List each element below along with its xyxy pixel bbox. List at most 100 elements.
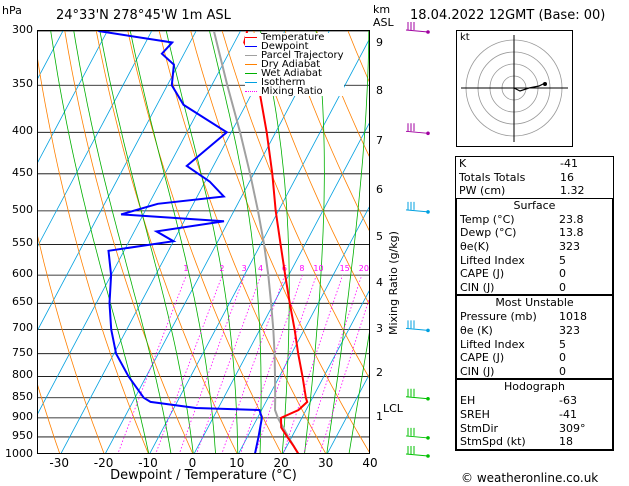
pressure-tick-label: 750 (12, 345, 33, 359)
wind-barbs (405, 22, 430, 458)
table-row: Pressure (mb) 1018 (457, 310, 612, 324)
mixing-ratio-line (255, 274, 317, 453)
temperature-tick-label: -20 (93, 456, 114, 470)
height-unit-asl: ASL (373, 16, 394, 29)
isotherm-line (149, 39, 369, 453)
mixing-ratio-line (117, 274, 187, 453)
dry-adiabat-line (38, 59, 149, 453)
wind-barb (405, 320, 430, 333)
pressure-tick-label: 900 (12, 409, 33, 423)
temperature-tick-label: 10 (229, 456, 245, 470)
temperature-tick-label: 40 (362, 456, 378, 470)
pressure-unit-label: hPa (2, 4, 22, 17)
table-row: K -41 (456, 157, 613, 171)
row-value: 0 (559, 267, 566, 281)
mixing-ratio-line (179, 274, 245, 453)
row-label: Dewp (°C) (460, 226, 517, 240)
table-row: StmSpd (kt) 18 (457, 435, 612, 449)
legend-swatch (245, 64, 257, 65)
hodograph-panel: kt (456, 30, 573, 147)
row-value: 1.32 (560, 184, 585, 198)
hodograph-section: Hodograph EH -63 SREH -41 StmDir 309° StmSpd (… (456, 379, 613, 450)
row-label: Temp (°C) (460, 212, 515, 226)
height-tick-label: 4 (376, 276, 383, 290)
dry-adiabat-line (95, 31, 238, 453)
table-row: Dewp (°C) 13.8 (457, 226, 612, 240)
table-row: CIN (J) 0 (457, 281, 612, 295)
row-label: θe (K) (460, 323, 493, 337)
temperature-tick-label: 30 (317, 456, 334, 470)
temperature-tick-label: 0 (188, 456, 197, 470)
row-value: 18 (559, 435, 573, 449)
indices-table: K -41 Totals Totals 16 PW (cm) 1.32 Surface T… (455, 156, 614, 451)
isotherm-line (38, 31, 197, 331)
row-label: K (459, 157, 467, 170)
temperature-tick-label: 20 (273, 456, 289, 470)
dry-adiabat-line (221, 31, 369, 379)
legend-item: Dewpoint (245, 42, 344, 52)
row-label: StmDir (460, 421, 499, 435)
pressure-tick-label: 950 (12, 428, 33, 442)
wet-adiabat-line (50, 31, 150, 453)
mixing-ratio-line (196, 274, 262, 453)
row-value: 23.8 (559, 212, 584, 226)
row-label: CIN (J) (460, 364, 495, 378)
isotherm-line (327, 374, 369, 453)
table-row: CIN (J) 0 (457, 365, 612, 379)
mixing-ratio-line (319, 298, 369, 453)
mixing-ratio-label: 15 (340, 264, 350, 273)
wind-barb (405, 446, 430, 458)
row-label: Pressure (mb) (460, 310, 537, 324)
dewpoint-line (98, 31, 263, 453)
wind-barb (405, 201, 430, 214)
dry-adiabat-line (284, 31, 369, 231)
row-value: 0 (559, 351, 566, 365)
mixing-ratio-line (240, 274, 303, 453)
datetime-title: 18.04.2022 12GMT (Base: 00) (410, 8, 606, 23)
most-unstable-section: Most Unstable Pressure (mb) 1018 θe (K) 323… (456, 295, 613, 380)
mixing-ratio-label: 3 (242, 264, 247, 273)
wind-barb (405, 22, 430, 34)
isotherm-line (38, 31, 153, 247)
skewt-plot: 12346810152025 TemperatureDewpointParcel… (37, 30, 370, 454)
row-value: -41 (560, 157, 578, 170)
pressure-tick-label: 600 (12, 267, 33, 281)
table-row: Totals Totals 16 (456, 171, 613, 185)
row-label: SREH (460, 407, 490, 421)
wet-adiabat-line (348, 332, 369, 453)
row-value: 16 (560, 170, 574, 184)
row-value: 13.8 (559, 226, 584, 240)
row-label: CIN (J) (460, 280, 495, 294)
height-tick-label: 7 (376, 133, 383, 147)
row-value: -63 (559, 394, 577, 408)
hodograph-title: Hodograph (504, 380, 565, 394)
table-row: EH -63 (457, 394, 612, 408)
legend-swatch (245, 37, 257, 38)
table-row: Lifted Index 5 (457, 338, 612, 352)
mixing-ratio-line (303, 274, 363, 453)
isotherm-line (38, 31, 64, 79)
height-tick-label: 2 (376, 366, 383, 380)
table-row: θe(K) 323 (457, 240, 612, 254)
mixing-ratio-label: 10 (313, 264, 323, 273)
legend-item: Isotherm (245, 78, 344, 88)
pressure-tick-label: 550 (12, 236, 33, 250)
legend-item: Mixing Ratio (245, 87, 344, 97)
row-label: PW (cm) (459, 184, 506, 198)
pressure-tick-label: 850 (12, 389, 33, 403)
legend-item: Temperature (245, 33, 344, 43)
row-value: 0 (559, 364, 566, 378)
wet-adiabat-line (209, 31, 262, 453)
row-label: Lifted Index (460, 253, 525, 267)
location-title: 24°33'N 278°45'W 1m ASL (56, 8, 231, 23)
wet-adiabat-line (99, 31, 194, 453)
table-row: StmDir 309° (457, 422, 612, 436)
mixing-ratio-label: 2 (219, 264, 224, 273)
legend-item: Parcel Trajectory (245, 51, 344, 61)
wind-barb (405, 123, 430, 136)
pressure-tick-label: 1000 (5, 447, 33, 460)
table-row: θe (K) 323 (457, 324, 612, 338)
x-axis-title: Dewpoint / Temperature (°C) (110, 468, 297, 483)
parcel-trajectory-line (212, 31, 300, 453)
isotherm-line (282, 290, 369, 453)
